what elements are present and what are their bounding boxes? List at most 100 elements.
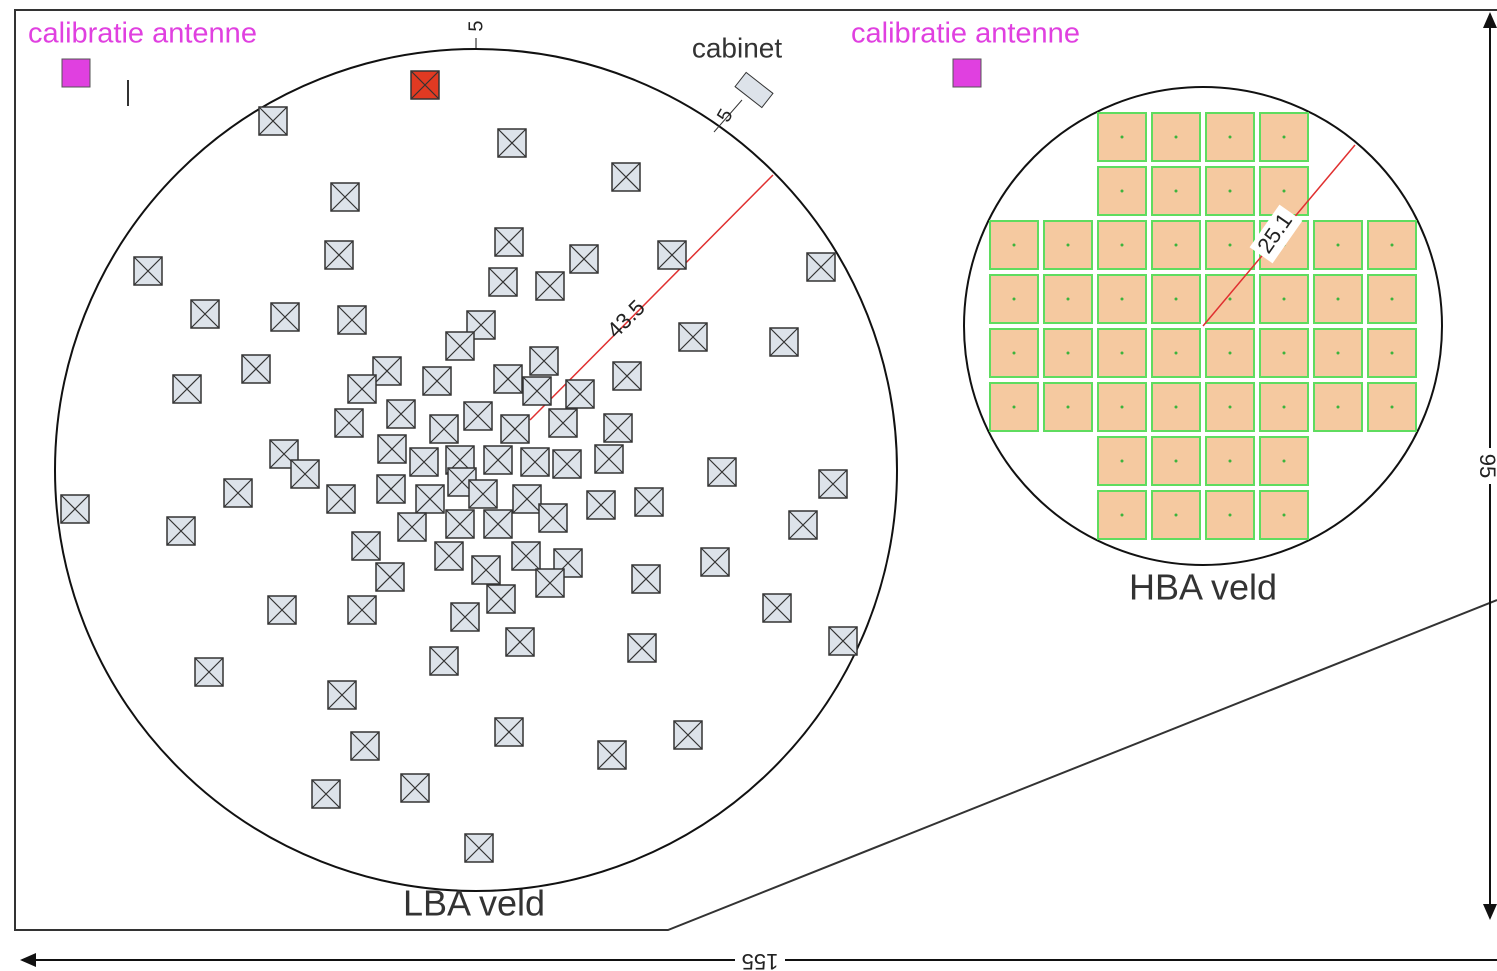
tile-center: [1228, 297, 1232, 301]
tile-center: [1228, 351, 1232, 355]
antenna-cross: [334, 408, 364, 438]
tile-center: [1228, 459, 1232, 463]
cabinet-label: cabinet: [692, 32, 783, 63]
antenna-cross: [512, 484, 542, 514]
arrow: [20, 953, 36, 967]
antenna-cross: [375, 562, 405, 592]
tile-center: [1390, 243, 1394, 247]
tile-center: [1390, 351, 1394, 355]
antenna-cross: [409, 447, 439, 477]
antenna-cross: [612, 361, 642, 391]
tile-center: [1012, 351, 1016, 355]
antenna-cross: [330, 182, 360, 212]
label-bg: [1476, 448, 1496, 484]
tile-center: [1120, 135, 1124, 139]
tile-center: [1282, 135, 1286, 139]
tile-center: [1120, 189, 1124, 193]
antenna-cross: [597, 740, 627, 770]
tile-center: [1228, 189, 1232, 193]
antenna-cross: [468, 479, 498, 509]
antenna-cross: [270, 302, 300, 332]
hba-circle: [963, 86, 1443, 566]
antenna-cross: [386, 399, 416, 429]
lba-circle: [54, 48, 898, 892]
antenna-cross: [327, 680, 357, 710]
antenna-cross: [673, 720, 703, 750]
antenna-cross: [223, 478, 253, 508]
tile-center: [1012, 297, 1016, 301]
tile-center: [1066, 243, 1070, 247]
width-label: 155: [742, 949, 779, 971]
antenna-cross: [657, 240, 687, 270]
antenna-cross: [678, 322, 708, 352]
tile-center: [1120, 351, 1124, 355]
antenna-cross: [377, 434, 407, 464]
calibration-label: calibratie antenne: [28, 18, 257, 50]
antenna-cross: [397, 512, 427, 542]
antenna-cross: [828, 626, 858, 656]
antenna-cross: [634, 487, 664, 517]
antenna-cross: [194, 657, 224, 687]
antenna-cross: [241, 354, 271, 384]
tile-center: [1282, 297, 1286, 301]
hba-tile: [1259, 436, 1309, 486]
antenna-cross: [464, 833, 494, 863]
tile-center: [1174, 135, 1178, 139]
antenna-cross: [594, 444, 624, 474]
antenna-cross: [450, 602, 480, 632]
field-border: [14, 9, 1497, 931]
antenna-cross: [463, 401, 493, 431]
antenna-cross: [586, 490, 616, 520]
antenna-cross: [326, 484, 356, 514]
antenna-cross: [483, 509, 513, 539]
hba-label: HBA veld: [1129, 567, 1277, 608]
antenna-cross: [522, 376, 552, 406]
tile-center: [1066, 405, 1070, 409]
antenna-cross: [351, 531, 381, 561]
antenna-cross: [494, 227, 524, 257]
tile-center: [1174, 243, 1178, 247]
antenna-cross: [324, 240, 354, 270]
antenna-cross: [483, 445, 513, 475]
tile-center: [1012, 243, 1016, 247]
calibration-antenna: [952, 58, 982, 88]
antenna-cross: [535, 568, 565, 598]
antenna-cross: [350, 731, 380, 761]
antenna-cross: [565, 379, 595, 409]
tile-center: [1228, 405, 1232, 409]
antenna-cross: [190, 299, 220, 329]
antenna-cross: [529, 346, 559, 376]
antenna-cross: [410, 70, 440, 100]
label-bg: [464, 14, 488, 38]
antenna-cross: [493, 364, 523, 394]
antenna-cross: [376, 474, 406, 504]
antenna-cross: [535, 271, 565, 301]
tile-center: [1282, 405, 1286, 409]
tile-center: [1228, 243, 1232, 247]
antenna-cross: [762, 593, 792, 623]
tile-center: [1282, 513, 1286, 517]
antenna-cross: [603, 413, 633, 443]
antenna-cross: [569, 244, 599, 274]
tile-center: [1120, 459, 1124, 463]
tile-center: [1336, 351, 1340, 355]
tile-center: [1012, 405, 1016, 409]
antenna-cross: [494, 717, 524, 747]
lba-label: LBA veld: [403, 883, 545, 924]
antenna-cross: [818, 469, 848, 499]
arrow: [1483, 12, 1497, 28]
antenna-cross: [337, 305, 367, 335]
antenna-cross: [172, 374, 202, 404]
antenna-cross: [769, 327, 799, 357]
antenna-cross: [538, 503, 568, 533]
antenna-cross: [166, 516, 196, 546]
tile-center: [1282, 351, 1286, 355]
cabinet-offset-line: [713, 99, 743, 133]
antenna-cross: [422, 366, 452, 396]
antenna-cross: [415, 484, 445, 514]
tile-center: [1174, 459, 1178, 463]
antenna-cross: [611, 162, 641, 192]
tile-center: [1228, 513, 1232, 517]
tile-center: [1282, 459, 1286, 463]
tile-center: [1120, 513, 1124, 517]
